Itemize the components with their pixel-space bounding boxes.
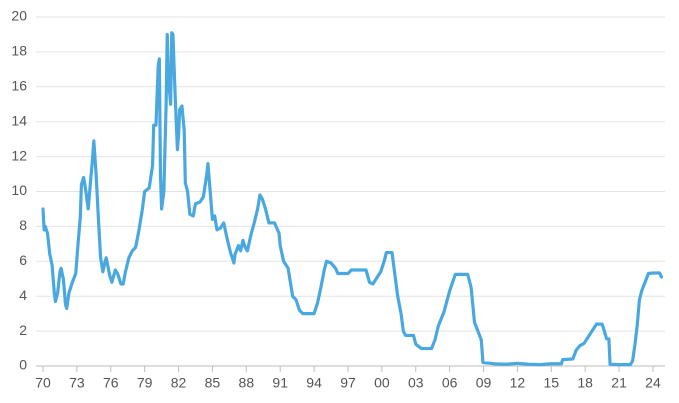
x-tick-label: 97 bbox=[340, 375, 356, 391]
x-tick-label: 09 bbox=[476, 375, 492, 391]
y-tick-label: 18 bbox=[11, 43, 27, 59]
x-tick-label: 15 bbox=[544, 375, 560, 391]
y-tick-label: 4 bbox=[19, 287, 27, 303]
y-tick-label: 16 bbox=[11, 78, 27, 94]
x-tick-label: 88 bbox=[239, 375, 255, 391]
x-tick-label: 82 bbox=[171, 375, 187, 391]
y-tick-label: 8 bbox=[19, 217, 27, 233]
x-tick-label: 18 bbox=[577, 375, 593, 391]
x-tick-label: 06 bbox=[442, 375, 458, 391]
y-tick-label: 14 bbox=[11, 112, 27, 128]
y-tick-label: 0 bbox=[19, 357, 27, 373]
y-tick-label: 12 bbox=[11, 147, 27, 163]
y-tick-label: 10 bbox=[11, 182, 27, 198]
x-tick-label: 21 bbox=[611, 375, 627, 391]
x-tick-label: 03 bbox=[408, 375, 424, 391]
x-tick-label: 94 bbox=[306, 375, 322, 391]
x-tick-label: 73 bbox=[69, 375, 85, 391]
x-tick-label: 91 bbox=[272, 375, 288, 391]
x-tick-label: 79 bbox=[137, 375, 153, 391]
y-tick-label: 20 bbox=[11, 8, 27, 24]
x-tick-label: 24 bbox=[645, 375, 661, 391]
x-tick-label: 00 bbox=[374, 375, 390, 391]
x-tick-label: 76 bbox=[103, 375, 119, 391]
x-tick-label: 70 bbox=[35, 375, 51, 391]
y-tick-label: 2 bbox=[19, 322, 27, 338]
x-tick-label: 12 bbox=[510, 375, 526, 391]
x-tick-label: 85 bbox=[205, 375, 221, 391]
rate-line bbox=[41, 31, 664, 367]
y-tick-label: 6 bbox=[19, 252, 27, 268]
